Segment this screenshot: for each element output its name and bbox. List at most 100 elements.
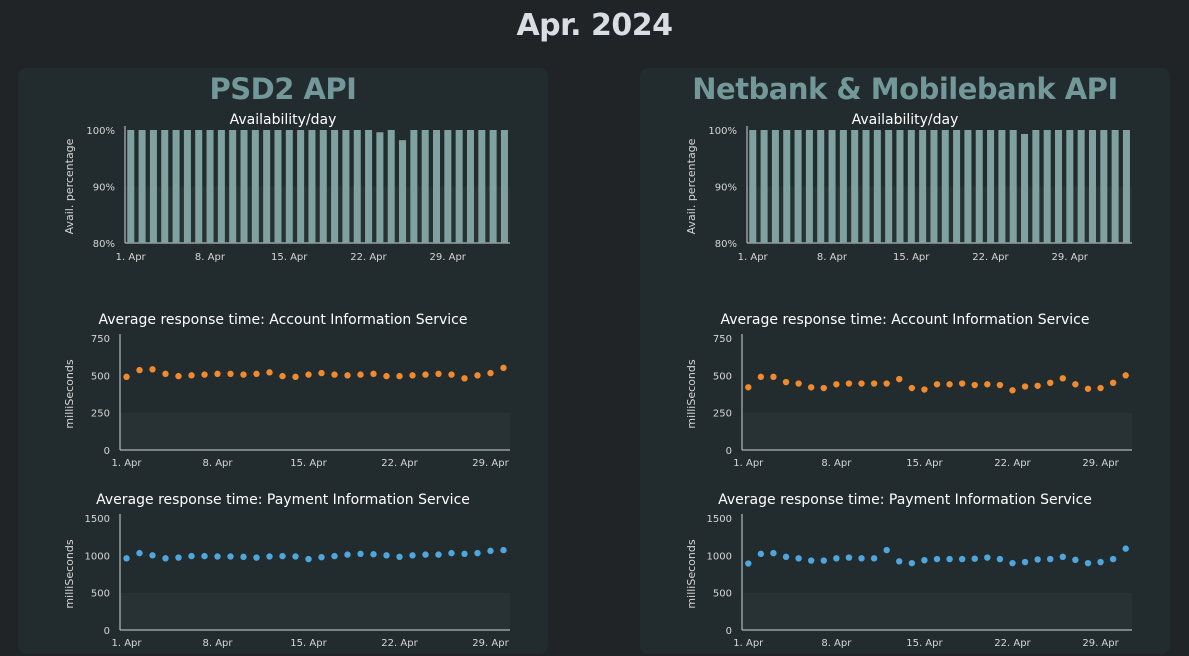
y-tick-label: 1000 xyxy=(707,551,732,562)
data-point xyxy=(1047,379,1054,386)
chart-title: Availability/day xyxy=(230,112,337,128)
bar xyxy=(896,130,904,243)
chart-title: Average response time: Payment Informati… xyxy=(718,492,1092,508)
data-point xyxy=(370,370,377,378)
bar xyxy=(399,140,407,243)
data-point xyxy=(745,560,752,567)
data-point xyxy=(1072,556,1079,564)
x-tick-label: 8. Apr xyxy=(821,638,852,649)
bar xyxy=(229,130,237,243)
x-tick-label: 8. Apr xyxy=(195,252,226,263)
data-point xyxy=(474,372,481,379)
bar xyxy=(817,130,825,243)
bar xyxy=(1122,130,1130,243)
y-tick-label: 250 xyxy=(91,409,110,420)
data-point xyxy=(807,384,815,391)
bar xyxy=(251,130,259,243)
data-point xyxy=(435,551,442,558)
plot-band xyxy=(742,593,1132,630)
data-point xyxy=(1009,387,1016,394)
data-point xyxy=(971,555,978,562)
x-tick-label: 1. Apr xyxy=(733,458,764,469)
data-point xyxy=(227,553,234,560)
data-point xyxy=(921,386,928,393)
bar xyxy=(161,130,169,243)
bar xyxy=(975,130,983,243)
data-point xyxy=(162,555,169,562)
data-point xyxy=(370,551,377,558)
data-point xyxy=(1084,559,1092,567)
data-point xyxy=(770,549,777,557)
bar xyxy=(1043,130,1051,243)
bar xyxy=(206,130,214,243)
data-point xyxy=(435,370,442,378)
data-point xyxy=(279,372,286,380)
x-tick-label: 15. Apr xyxy=(290,458,327,469)
y-tick-label: 500 xyxy=(713,371,732,382)
bar xyxy=(387,130,395,243)
bar xyxy=(862,130,870,243)
data-point xyxy=(908,559,916,567)
data-point xyxy=(883,546,890,554)
data-point xyxy=(1084,385,1092,392)
data-point xyxy=(1122,372,1129,379)
bar xyxy=(771,130,779,243)
data-point xyxy=(782,378,790,386)
data-point xyxy=(1034,556,1041,563)
bar xyxy=(365,130,373,243)
bar xyxy=(285,130,293,243)
bar xyxy=(217,130,225,243)
data-point xyxy=(500,364,507,372)
x-tick-label: 1. Apr xyxy=(116,252,147,263)
bar xyxy=(342,130,350,243)
data-point xyxy=(344,551,351,558)
y-tick-label: 500 xyxy=(713,589,732,600)
data-point xyxy=(123,555,130,562)
bar xyxy=(839,130,847,243)
data-point xyxy=(896,375,903,383)
data-point xyxy=(782,553,790,561)
data-point xyxy=(958,555,966,563)
data-point xyxy=(357,371,364,378)
bar xyxy=(1055,130,1063,243)
data-point xyxy=(1097,384,1104,392)
x-tick-label: 1. Apr xyxy=(111,638,142,649)
bar xyxy=(873,130,881,243)
payment-information-response-chart: Average response time: Payment Informati… xyxy=(685,492,1132,649)
bar xyxy=(421,130,429,243)
bar xyxy=(749,130,757,243)
x-tick-label: 29. Apr xyxy=(430,252,467,263)
data-point xyxy=(305,555,312,563)
bar xyxy=(953,130,961,243)
x-tick-label: 15. Apr xyxy=(271,252,308,263)
bar xyxy=(805,130,813,243)
bar xyxy=(489,130,497,243)
y-tick-label: 0 xyxy=(104,626,110,637)
bar xyxy=(1088,130,1096,243)
data-point xyxy=(1021,558,1029,566)
y-tick-label: 750 xyxy=(713,334,732,345)
bar xyxy=(444,130,452,243)
data-point xyxy=(331,371,338,378)
bar xyxy=(455,130,463,243)
data-point xyxy=(305,371,312,378)
y-tick-label: 1500 xyxy=(707,514,732,525)
bar xyxy=(885,130,893,243)
data-point xyxy=(344,372,351,379)
bar xyxy=(331,130,339,243)
data-point xyxy=(757,373,765,381)
bar xyxy=(1032,130,1040,243)
data-point xyxy=(807,557,815,564)
panel-netbank-mobilebank-api: Netbank & Mobilebank API Availability/da… xyxy=(640,68,1170,654)
y-axis-label: milliSeconds xyxy=(685,359,698,428)
data-point xyxy=(833,555,840,562)
data-point xyxy=(500,546,507,554)
data-point xyxy=(292,553,299,560)
y-axis-label: Avail. percentage xyxy=(63,138,76,234)
y-tick-label: 80% xyxy=(93,239,115,250)
data-point xyxy=(409,372,416,379)
bar xyxy=(478,130,486,243)
data-point xyxy=(240,371,247,378)
data-point xyxy=(487,547,494,555)
y-tick-label: 90% xyxy=(715,183,737,194)
